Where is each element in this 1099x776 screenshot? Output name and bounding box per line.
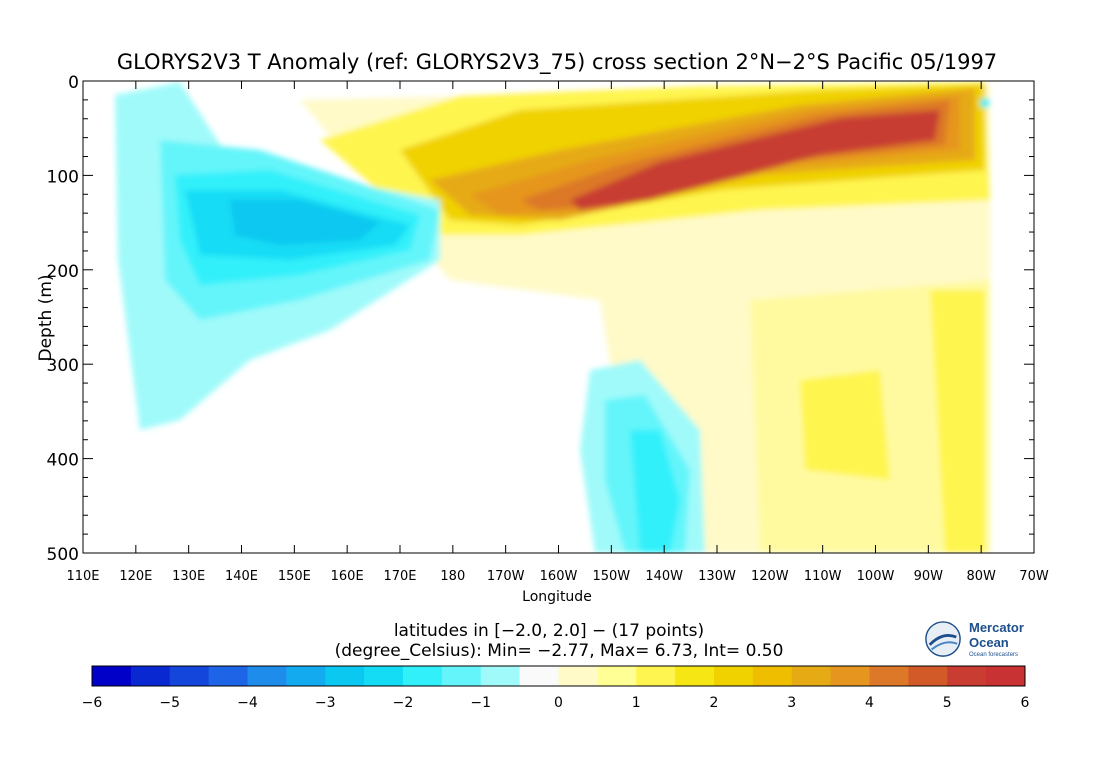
x-tick-label: 160E <box>331 569 364 584</box>
x-tick-label: 100W <box>857 569 895 584</box>
colorbar-tick-label: 3 <box>787 695 796 711</box>
x-tick-label: 80W <box>966 569 996 584</box>
subtitle-stats: (degree_Celsius): Min= −2.77, Max= 6.73,… <box>335 641 784 661</box>
heatmap-field <box>83 81 1034 553</box>
y-axis: 0 100 200 300 400 500 <box>47 73 1034 565</box>
x-tick-label: 130W <box>698 569 736 584</box>
colorbar-tick-label: −4 <box>237 695 258 711</box>
colorbar-swatch <box>403 666 443 686</box>
x-tick-label: 130E <box>172 569 205 584</box>
colorbar-swatch <box>325 666 365 686</box>
colorbar-tick-label: −1 <box>470 695 491 711</box>
colorbar-swatch <box>752 666 793 686</box>
x-tick-label: 90W <box>914 569 944 584</box>
subtitle-latitudes: latitudes in [−2.0, 2.0] − (17 points) <box>394 621 704 641</box>
colorbar-swatch <box>675 666 715 686</box>
logo-name-line2: Ocean <box>969 635 1009 650</box>
x-axis: 110E 120E 130E 140E 150E 160E 170E 180 170W 160W 1… <box>66 81 1049 584</box>
x-tick-label: 120W <box>751 569 789 584</box>
x-axis-label: Longitude <box>522 589 592 605</box>
x-tick-label: 150E <box>278 569 311 584</box>
colorbar-tick-label: −2 <box>393 695 414 711</box>
colorbar <box>91 665 1026 687</box>
colorbar-swatch <box>92 666 132 686</box>
colorbar-tick-label: 0 <box>554 695 563 711</box>
colorbar-swatch <box>480 666 521 686</box>
y-tick-label: 500 <box>47 545 79 565</box>
colorbar-swatch <box>791 666 832 686</box>
colorbar-swatch <box>597 666 637 686</box>
colorbar-swatch <box>519 666 559 686</box>
y-tick-label: 400 <box>47 451 79 471</box>
colorbar-swatch <box>247 666 287 686</box>
x-tick-label: 70W <box>1019 569 1049 584</box>
y-tick-label: 200 <box>47 262 79 282</box>
x-tick-label: 180 <box>440 569 465 584</box>
x-tick-label: 140E <box>225 569 258 584</box>
colorbar-frame <box>91 665 1026 687</box>
colorbar-tick-label: 1 <box>632 695 641 711</box>
x-tick-label: 160W <box>540 569 578 584</box>
colorbar-swatch <box>558 666 598 686</box>
mercator-logo: Mercator Ocean Ocean forecasters <box>924 618 1054 664</box>
colorbar-tick-label: 4 <box>865 695 874 711</box>
colorbar-swatch <box>830 666 870 686</box>
colorbar-swatch <box>441 666 482 686</box>
colorbar-tick-label: −6 <box>82 695 103 711</box>
colorbar-tick-label: 5 <box>943 695 952 711</box>
logo-name-line1: Mercator <box>969 620 1024 635</box>
y-tick-label: 300 <box>47 356 79 376</box>
y-tick-label: 0 <box>68 73 79 93</box>
colorbar-swatch <box>169 666 210 686</box>
globe-icon <box>925 621 961 657</box>
colorbar-tick-label: 2 <box>710 695 719 711</box>
x-tick-label: 110E <box>66 569 99 584</box>
logo-wordmark: Mercator Ocean <box>969 620 1024 650</box>
colorbar-swatch <box>869 666 909 686</box>
y-axis-label: Depth (m) <box>36 274 56 361</box>
colorbar-swatch <box>286 666 326 686</box>
colorbar-swatch <box>636 666 676 686</box>
colorbar-swatch <box>364 666 404 686</box>
chart-title: GLORYS2V3 T Anomaly (ref: GLORYS2V3_75) … <box>117 50 997 75</box>
colorbar-swatch <box>714 666 754 686</box>
colorbar-ticks: −6 −5 −4 −3 −2 −1 0 1 2 3 4 5 6 <box>82 695 1030 711</box>
x-tick-label: 150W <box>592 569 630 584</box>
colorbar-swatch <box>908 666 948 686</box>
colorbar-swatch <box>986 666 1026 686</box>
logo-tagline: Ocean forecasters <box>969 652 1019 658</box>
x-tick-label: 170W <box>487 569 525 584</box>
colorbar-tick-label: −3 <box>315 695 336 711</box>
colorbar-tick-label: 6 <box>1021 695 1030 711</box>
colorbar-swatch <box>208 666 248 686</box>
colorbar-swatch <box>947 666 987 686</box>
colorbar-tick-label: −5 <box>159 695 180 711</box>
x-tick-label: 120E <box>119 569 152 584</box>
x-tick-label: 170E <box>383 569 416 584</box>
y-tick-label: 100 <box>47 167 79 187</box>
colorbar-swatch <box>130 666 171 686</box>
x-tick-label: 110W <box>804 569 842 584</box>
x-tick-label: 140W <box>645 569 683 584</box>
